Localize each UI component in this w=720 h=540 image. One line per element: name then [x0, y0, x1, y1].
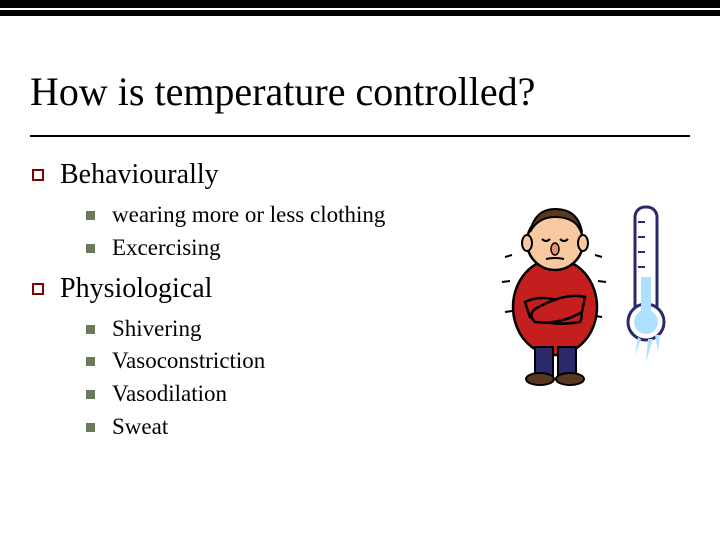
- filled-square-bullet-icon: [86, 357, 95, 366]
- item-label: Sweat: [112, 413, 432, 442]
- outline-square-bullet-icon: [32, 283, 44, 295]
- section-label: Physiological: [60, 273, 212, 304]
- item-label: Excercising: [112, 234, 432, 263]
- item-label: Shivering: [112, 315, 432, 344]
- list-item: Sweat: [112, 413, 690, 442]
- filled-square-bullet-icon: [86, 325, 95, 334]
- top-decoration-bars: [0, 0, 720, 16]
- outline-square-bullet-icon: [32, 169, 44, 181]
- filled-square-bullet-icon: [86, 211, 95, 220]
- item-label: Vasoconstriction: [112, 347, 432, 376]
- cold-person-thermometer-icon: [490, 187, 670, 387]
- item-label: Vasodilation: [112, 380, 432, 409]
- slide-title: How is temperature controlled?: [30, 68, 690, 115]
- title-area: How is temperature controlled?: [0, 16, 720, 125]
- content-area: Behaviourally wearing more or less cloth…: [0, 137, 720, 442]
- filled-square-bullet-icon: [86, 423, 95, 432]
- filled-square-bullet-icon: [86, 390, 95, 399]
- filled-square-bullet-icon: [86, 244, 95, 253]
- item-label: wearing more or less clothing: [112, 201, 432, 230]
- section-label: Behaviourally: [60, 159, 219, 190]
